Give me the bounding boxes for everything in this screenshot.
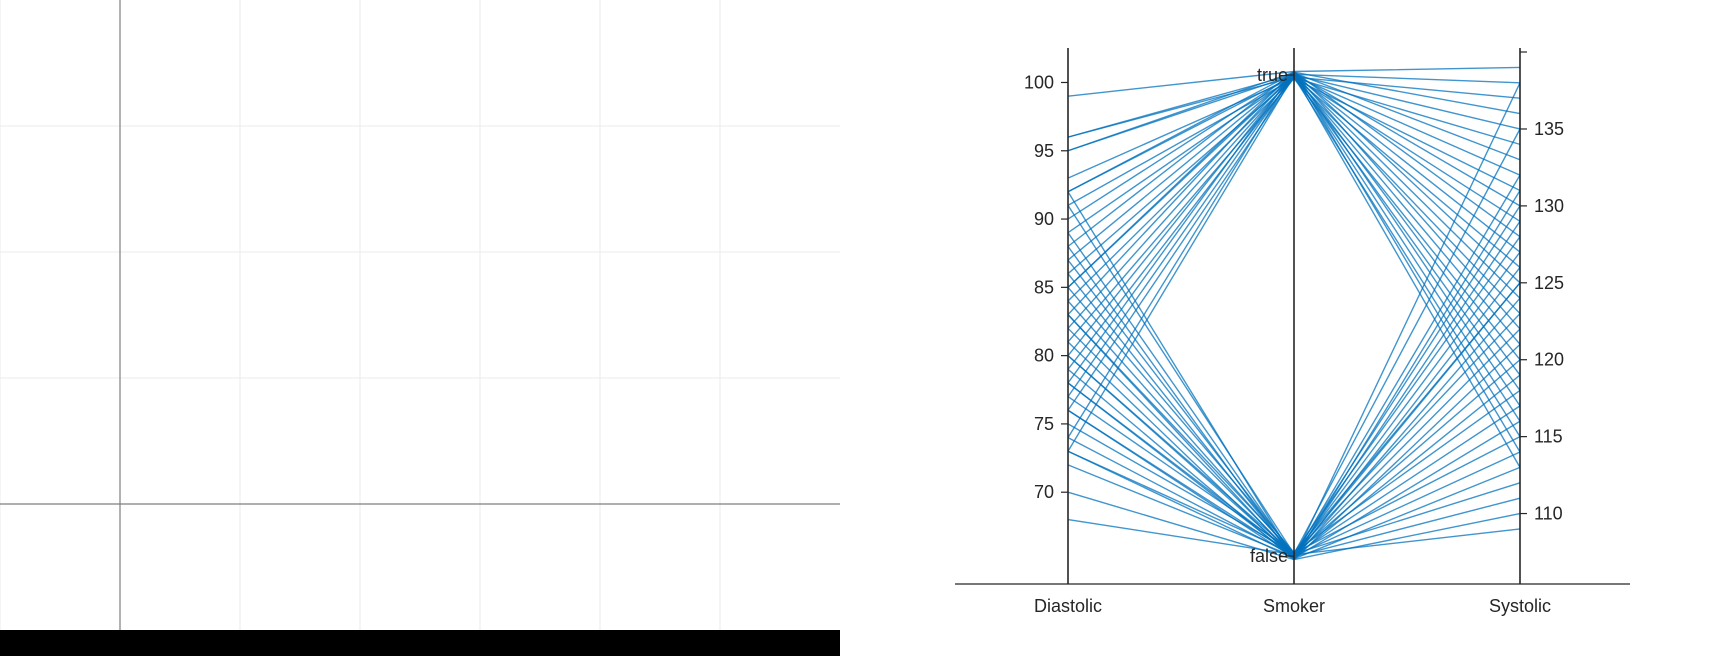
diastolic-tick-label: 75	[1034, 414, 1054, 434]
empty-axes-panel	[0, 0, 840, 656]
coordinate-label-systolic: Systolic	[1489, 596, 1551, 616]
parallel-coordinates-chart: 70 75 80 85 90 95 100 false true 110 115 120 125 130 1…	[940, 0, 1660, 656]
diastolic-tick-label: 95	[1034, 141, 1054, 161]
systolic-tick-label: 135	[1534, 119, 1564, 139]
left-grid	[0, 0, 840, 630]
diastolic-tick-label: 80	[1034, 346, 1054, 366]
coordinate-label-diastolic: Diastolic	[1034, 596, 1102, 616]
systolic-tick-label: 130	[1534, 196, 1564, 216]
systolic-tick-label: 110	[1534, 504, 1563, 524]
systolic-tick-label: 115	[1534, 427, 1563, 447]
diastolic-tick-label: 90	[1034, 209, 1054, 229]
diastolic-tick-label: 70	[1034, 482, 1054, 502]
diastolic-tick-label: 85	[1034, 277, 1054, 297]
smoker-category-label: true	[1257, 65, 1288, 85]
empty-axes	[0, 0, 840, 656]
parallel-coordinates-svg: 70 75 80 85 90 95 100 false true 110 115 120 125 130 1…	[955, 48, 1630, 616]
systolic-tick-label: 120	[1534, 350, 1564, 370]
smoker-category-label: false	[1250, 546, 1288, 566]
diastolic-tick-label: 100	[1024, 72, 1054, 92]
coordinate-label-smoker: Smoker	[1263, 596, 1325, 616]
systolic-tick-label: 125	[1534, 273, 1564, 293]
bottom-black-bar	[0, 630, 840, 656]
axes-layer: 70 75 80 85 90 95 100 false true 110 115 120 125 130 1…	[955, 48, 1630, 616]
